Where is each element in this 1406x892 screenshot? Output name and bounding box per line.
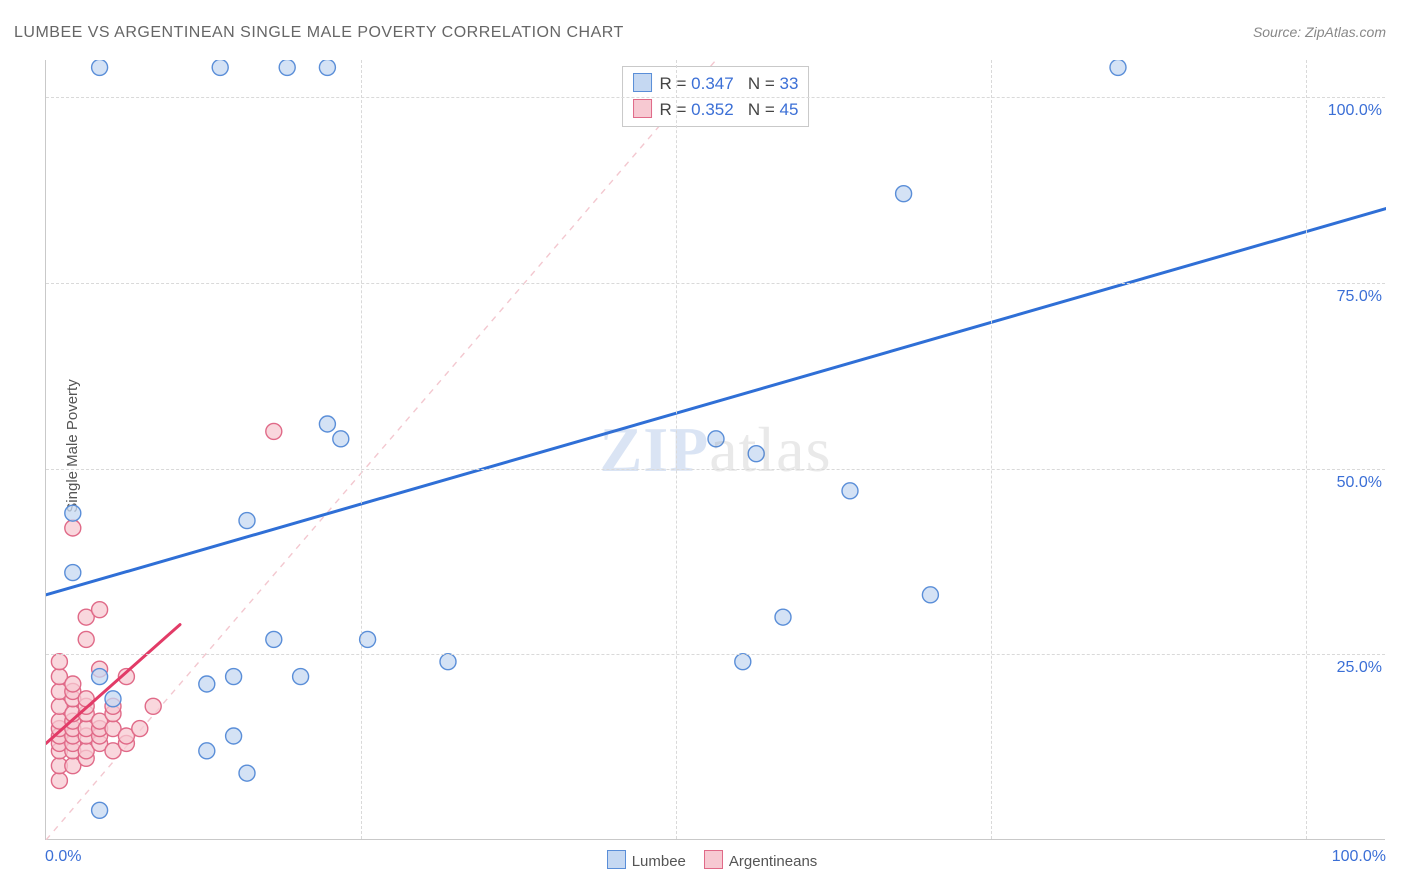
scatter-plot: ZIPatlas R = 0.347 N = 33R = 0.352 N = 4…	[45, 60, 1385, 840]
data-point-lumbee	[279, 60, 295, 75]
bottom-legend: Lumbee Argentineans	[0, 850, 1406, 870]
data-point-lumbee	[319, 60, 335, 75]
data-point-lumbee	[92, 669, 108, 685]
data-point-lumbee	[266, 631, 282, 647]
data-point-lumbee	[842, 483, 858, 499]
gridline-h	[46, 97, 1385, 98]
y-tick-label: 25.0%	[1331, 659, 1388, 677]
data-point-argentineans	[145, 698, 161, 714]
gridline-h	[46, 283, 1385, 284]
data-point-lumbee	[65, 505, 81, 521]
gridline-v	[361, 60, 362, 839]
data-point-argentineans	[92, 602, 108, 618]
data-point-lumbee	[1110, 60, 1126, 75]
data-point-lumbee	[105, 691, 121, 707]
reference-diagonal	[46, 60, 716, 840]
chart-title: LUMBEE VS ARGENTINEAN SINGLE MALE POVERT…	[14, 24, 624, 42]
data-point-lumbee	[708, 431, 724, 447]
y-tick-label: 100.0%	[1322, 102, 1388, 120]
gridline-v	[676, 60, 677, 839]
gridline-v	[1306, 60, 1307, 839]
data-point-lumbee	[748, 446, 764, 462]
swatch-argentineans	[633, 99, 652, 118]
data-point-lumbee	[92, 802, 108, 818]
data-point-argentineans	[266, 423, 282, 439]
data-point-lumbee	[922, 587, 938, 603]
stats-row-argentineans: R = 0.352 N = 45	[633, 97, 799, 123]
data-point-lumbee	[199, 676, 215, 692]
gridline-h	[46, 469, 1385, 470]
data-point-lumbee	[775, 609, 791, 625]
data-point-lumbee	[239, 765, 255, 781]
data-point-lumbee	[440, 654, 456, 670]
legend-swatch-lumbee	[607, 850, 626, 869]
source-credit: Source: ZipAtlas.com	[1253, 24, 1386, 40]
data-point-argentineans	[78, 631, 94, 647]
data-point-lumbee	[293, 669, 309, 685]
data-point-lumbee	[360, 631, 376, 647]
data-point-lumbee	[226, 728, 242, 744]
data-point-argentineans	[51, 654, 67, 670]
legend-label-argentineans: Argentineans	[729, 853, 817, 870]
y-tick-label: 50.0%	[1331, 474, 1388, 492]
data-point-lumbee	[735, 654, 751, 670]
data-point-lumbee	[212, 60, 228, 75]
stats-row-lumbee: R = 0.347 N = 33	[633, 71, 799, 97]
data-point-lumbee	[92, 60, 108, 75]
data-point-argentineans	[65, 520, 81, 536]
data-point-lumbee	[199, 743, 215, 759]
legend-label-lumbee: Lumbee	[632, 853, 686, 870]
data-point-argentineans	[65, 676, 81, 692]
data-point-lumbee	[226, 669, 242, 685]
data-point-argentineans	[51, 773, 67, 789]
y-tick-label: 75.0%	[1331, 288, 1388, 306]
gridline-h	[46, 654, 1385, 655]
swatch-lumbee	[633, 73, 652, 92]
trend-line-lumbee	[46, 209, 1386, 595]
data-point-argentineans	[132, 721, 148, 737]
data-point-lumbee	[896, 186, 912, 202]
plot-svg	[46, 60, 1386, 840]
data-point-lumbee	[333, 431, 349, 447]
gridline-v	[991, 60, 992, 839]
data-point-lumbee	[319, 416, 335, 432]
data-point-lumbee	[65, 565, 81, 581]
data-point-lumbee	[239, 513, 255, 529]
legend-swatch-argentineans	[704, 850, 723, 869]
